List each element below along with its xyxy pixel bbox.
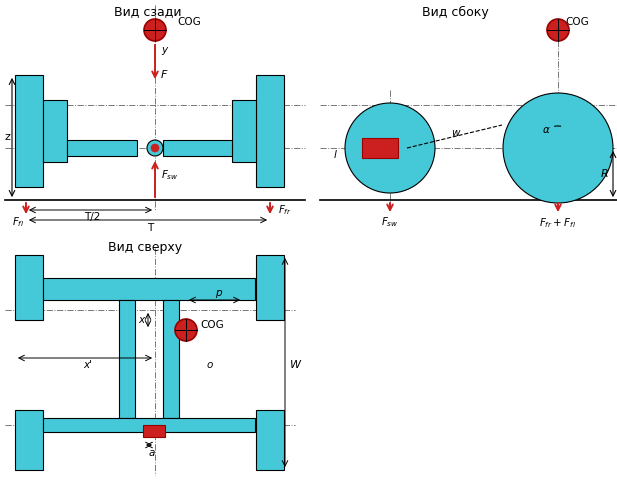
Text: l: l: [334, 150, 336, 160]
Circle shape: [345, 103, 435, 193]
Bar: [256, 75, 284, 187]
Text: $F_{fr}$: $F_{fr}$: [278, 203, 292, 217]
Text: COG: COG: [177, 17, 201, 27]
Text: $F_{fr} + F_{fl}$: $F_{fr} + F_{fl}$: [539, 216, 576, 230]
Text: o: o: [207, 360, 213, 370]
Text: R: R: [600, 169, 608, 179]
Circle shape: [147, 140, 163, 156]
Bar: [256, 255, 284, 320]
Bar: [43, 100, 67, 162]
Text: p: p: [215, 288, 222, 298]
Circle shape: [144, 19, 166, 41]
Text: x: x: [138, 315, 144, 325]
Text: $F_{sw}$: $F_{sw}$: [381, 215, 399, 229]
Bar: [163, 300, 179, 418]
Bar: [67, 140, 137, 156]
Text: T/2: T/2: [84, 212, 100, 222]
Bar: [15, 255, 43, 320]
Bar: [256, 410, 284, 470]
Bar: [362, 138, 398, 158]
Circle shape: [547, 19, 569, 41]
Text: $F_{fl}$: $F_{fl}$: [12, 215, 24, 229]
Circle shape: [503, 93, 613, 203]
Bar: [163, 140, 232, 156]
Text: $F_{sw}$: $F_{sw}$: [161, 168, 179, 182]
Bar: [43, 418, 255, 432]
Bar: [15, 75, 43, 187]
Text: Вид сзади: Вид сзади: [114, 5, 182, 19]
Text: T: T: [147, 223, 153, 233]
Bar: [15, 410, 43, 470]
Text: x': x': [83, 360, 93, 370]
Bar: [232, 100, 256, 162]
Text: a: a: [149, 448, 155, 458]
Bar: [143, 425, 165, 437]
Circle shape: [151, 144, 159, 152]
Circle shape: [175, 319, 197, 341]
Bar: [43, 278, 255, 300]
Text: Вид сбоку: Вид сбоку: [421, 5, 489, 19]
Text: Вид сверху: Вид сверху: [108, 242, 182, 254]
Text: z: z: [4, 132, 10, 142]
Text: F: F: [161, 70, 167, 80]
Bar: [119, 300, 135, 418]
Text: α: α: [542, 125, 549, 135]
Text: w: w: [451, 128, 459, 138]
Text: y: y: [161, 45, 167, 55]
Text: W: W: [289, 360, 300, 370]
Text: COG: COG: [200, 320, 224, 330]
Text: COG: COG: [565, 17, 589, 27]
